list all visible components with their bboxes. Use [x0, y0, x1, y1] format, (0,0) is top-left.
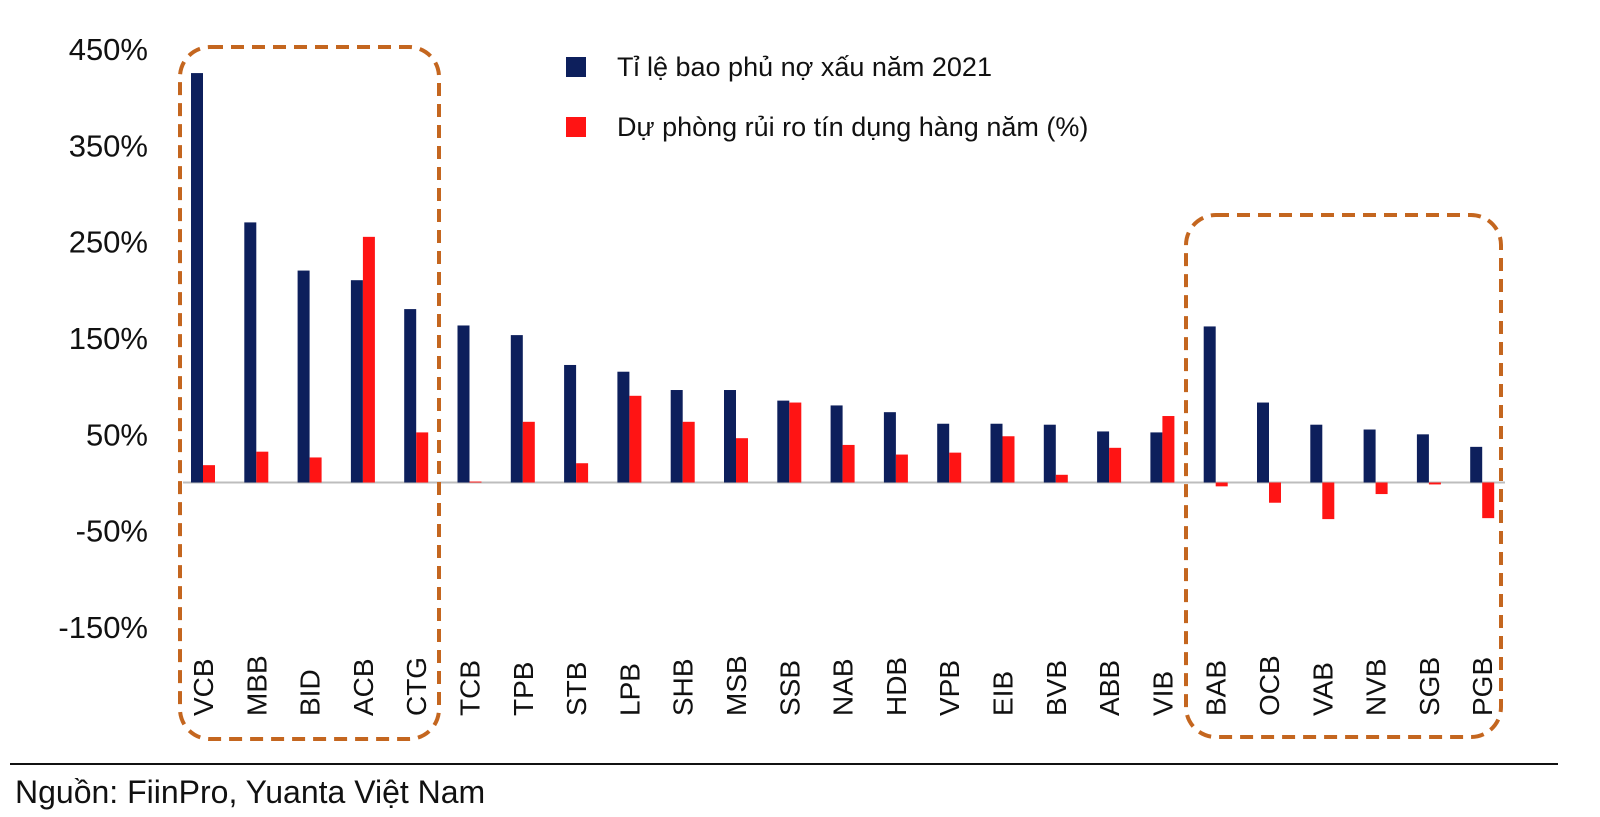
bar-credit-provision-abb: [1109, 447, 1122, 483]
x-tick-label: OCB: [1254, 655, 1285, 716]
bar-npl-coverage-bab: [1203, 326, 1216, 483]
y-tick-label: 450%: [69, 32, 148, 67]
bar-credit-provision-ctg: [416, 432, 429, 483]
bar-credit-provision-shb: [682, 421, 695, 483]
bar-npl-coverage-acb: [350, 280, 363, 483]
bar-credit-provision-sgb: [1428, 482, 1441, 485]
x-tick-label: NVB: [1361, 658, 1392, 716]
bar-npl-coverage-tcb: [457, 325, 470, 483]
x-tick-label: PGB: [1467, 657, 1498, 716]
legend-label: Tỉ lệ bao phủ nợ xấu năm 2021: [617, 52, 992, 82]
y-tick-label: 250%: [69, 225, 148, 260]
bar-credit-provision-bid: [309, 457, 322, 483]
bar-npl-coverage-vib: [1150, 432, 1163, 483]
x-tick-label: LPB: [614, 663, 645, 716]
bar-npl-coverage-bvb: [1043, 424, 1056, 483]
bar-npl-coverage-hdb: [883, 412, 896, 483]
x-tick-label: ACB: [348, 658, 379, 716]
x-tick-label: SHB: [668, 658, 699, 716]
bar-credit-provision-nvb: [1375, 482, 1388, 495]
bar-credit-provision-ocb: [1269, 482, 1281, 503]
x-tick-label: VAB: [1307, 662, 1338, 716]
bar-npl-coverage-sgb: [1416, 434, 1429, 483]
x-tick-label: SGB: [1414, 657, 1445, 716]
source-note: Nguồn: FiinPro, Yuanta Việt Nam: [15, 774, 485, 810]
x-tick-label: NAB: [828, 658, 859, 716]
x-tick-label: TCB: [455, 660, 486, 716]
bar-npl-coverage-nvb: [1363, 429, 1376, 483]
x-tick-label: ABB: [1094, 660, 1125, 716]
bar-credit-provision-pgb: [1482, 482, 1495, 519]
y-tick-label: 350%: [69, 128, 148, 163]
x-tick-label: EIB: [988, 671, 1019, 716]
bar-npl-coverage-eib: [990, 423, 1003, 483]
bar-npl-coverage-vpb: [937, 423, 950, 483]
x-tick-label: CTG: [401, 657, 432, 716]
bar-credit-provision-eib: [1002, 436, 1015, 483]
legend-swatch: [566, 117, 586, 137]
x-tick-label: BID: [295, 669, 326, 716]
bar-credit-provision-bvb: [1055, 474, 1068, 483]
bar-npl-coverage-stb: [564, 364, 577, 483]
y-tick-label: 50%: [86, 417, 148, 452]
legend-label: Dự phòng rủi ro tín dụng hàng năm (%): [617, 112, 1088, 142]
x-tick-label: VCB: [188, 658, 219, 716]
y-tick-label: 150%: [69, 321, 148, 356]
bar-credit-provision-tpb: [522, 421, 535, 483]
x-tick-label: HDB: [881, 657, 912, 716]
bar-npl-coverage-ssb: [777, 400, 790, 483]
x-tick-label: STB: [561, 662, 592, 716]
bar-npl-coverage-abb: [1097, 431, 1110, 483]
bar-npl-coverage-vab: [1310, 424, 1323, 483]
legend: Tỉ lệ bao phủ nợ xấu năm 2021 Dự phòng rủ…: [566, 52, 1088, 142]
x-tick-label: BVB: [1041, 660, 1072, 716]
bar-credit-provision-vpb: [949, 452, 962, 483]
bar-credit-provision-tcb: [469, 481, 482, 483]
bar-npl-coverage-bid: [297, 270, 310, 483]
bar-npl-coverage-lpb: [617, 371, 630, 483]
legend-swatch: [566, 57, 586, 77]
bar-credit-provision-lpb: [629, 395, 642, 483]
bar-credit-provision-bab: [1215, 482, 1228, 487]
y-tick-label: -150%: [58, 610, 148, 645]
bar-npl-coverage-msb: [724, 390, 736, 483]
bar-npl-coverage-vcb: [191, 73, 203, 483]
bar-npl-coverage-shb: [670, 390, 683, 483]
bar-credit-provision-hdb: [895, 454, 908, 483]
bar-credit-provision-stb: [576, 463, 589, 483]
x-tick-label: MSB: [721, 655, 752, 716]
bar-credit-provision-ssb: [789, 402, 802, 483]
bar-credit-provision-acb: [362, 236, 375, 483]
x-tick-label: BAB: [1201, 660, 1232, 716]
bar-credit-provision-nab: [842, 444, 855, 483]
bar-credit-provision-msb: [736, 438, 748, 483]
y-axis: 450% 350% 250% 150% 50% -50% -150%: [58, 32, 148, 645]
bar-npl-coverage-ctg: [404, 309, 417, 483]
x-tick-label: VIB: [1147, 671, 1178, 716]
bar-npl-coverage-tpb: [510, 335, 523, 483]
x-tick-label: VPB: [934, 660, 965, 716]
highlight-boxes: [178, 45, 1503, 741]
bar-credit-provision-vab: [1322, 482, 1335, 520]
bar-npl-coverage-mbb: [244, 222, 257, 483]
bars: [191, 73, 1495, 520]
y-tick-label: -50%: [76, 514, 148, 549]
x-tick-label: MBB: [241, 655, 272, 716]
bar-credit-provision-vib: [1162, 416, 1175, 483]
bar-npl-coverage-pgb: [1470, 446, 1483, 483]
x-tick-label: TPB: [508, 662, 539, 716]
x-axis-labels: VCB MBB BID ACB CTG TCB TPB STB LPB SHB MSB SSB NAB H…: [188, 655, 1498, 716]
bar-npl-coverage-ocb: [1257, 402, 1269, 483]
bar-npl-coverage-nab: [830, 405, 843, 483]
bar-credit-provision-vcb: [203, 465, 215, 483]
x-tick-label: SSB: [774, 660, 805, 716]
bar-credit-provision-mbb: [256, 451, 269, 483]
highlight-box-bab-pgb: [1184, 213, 1503, 739]
